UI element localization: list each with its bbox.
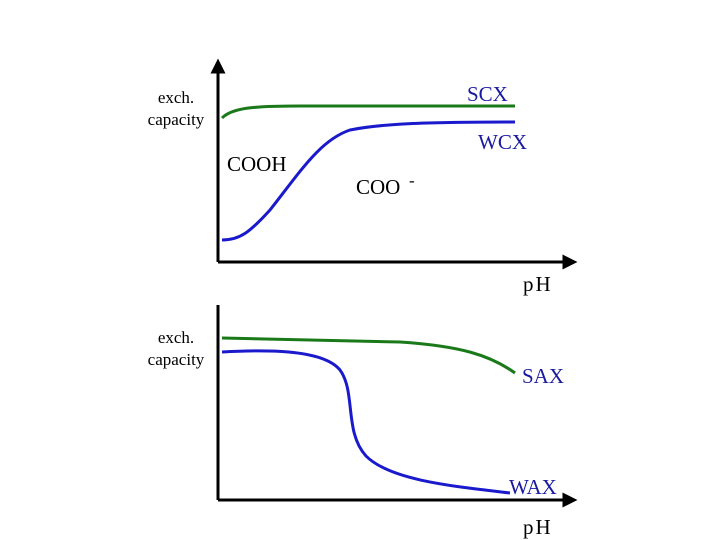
annotation: COO [356, 175, 400, 199]
scx-curve [220, 104, 515, 120]
curve-label: SCX [467, 82, 508, 106]
x-label: pH [523, 272, 553, 296]
y-label: exch. [158, 328, 194, 347]
bottom-panel: exch. capacity SAX WAX pH [148, 305, 578, 539]
curve-label: WCX [478, 130, 527, 154]
curve-label: WAX [509, 475, 557, 499]
y-label: capacity [148, 350, 205, 369]
annotation: COOH [227, 152, 287, 176]
wax-curve [221, 349, 511, 495]
y-label: capacity [148, 110, 205, 129]
x-label: pH [523, 515, 553, 539]
annotation-superscript: - [409, 171, 415, 190]
top-panel: exch. capacity SCX WCX COOH COO - pH [148, 58, 578, 296]
wcx-curve [221, 120, 516, 242]
curve-label: SAX [522, 364, 564, 388]
sax-curve [221, 336, 516, 375]
y-label: exch. [158, 88, 194, 107]
